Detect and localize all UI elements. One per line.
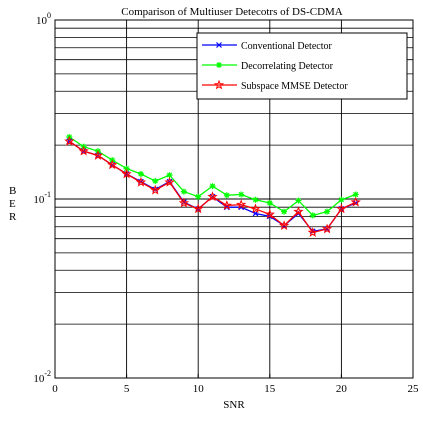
- y-axis-label-char: R: [9, 211, 17, 223]
- data-point: [352, 191, 359, 198]
- series-line: [68, 140, 356, 234]
- legend-label: Subspace MMSE Detector: [241, 81, 348, 92]
- data-point: [221, 200, 232, 210]
- x-tick-label: 5: [124, 383, 130, 395]
- data-point: [281, 208, 288, 215]
- legend-marker: [213, 79, 225, 90]
- data-point: [307, 227, 318, 237]
- series-subspace-mmse-detector: [64, 135, 361, 237]
- data-point: [266, 199, 273, 206]
- data-point: [238, 191, 245, 198]
- data-point: [336, 203, 347, 214]
- data-point: [252, 196, 259, 203]
- legend-box: [196, 32, 408, 100]
- y-tick-label: 10-1: [33, 190, 51, 206]
- data-point: [293, 206, 304, 217]
- data-point: [278, 220, 290, 230]
- series-layer: [64, 134, 361, 237]
- data-point: [92, 150, 104, 160]
- data-point: [236, 199, 247, 210]
- data-point: [166, 172, 173, 179]
- legend[interactable]: Conventional Detector Decorrelating Detec…: [196, 32, 408, 100]
- legend-label: Decorrelating Detector: [241, 61, 334, 72]
- legend-marker: [216, 62, 222, 68]
- data-point: [250, 203, 261, 214]
- data-point: [193, 203, 204, 214]
- data-point: [152, 178, 159, 185]
- data-point: [207, 191, 218, 202]
- data-point: [180, 188, 187, 195]
- data-point: [123, 165, 130, 172]
- x-tick-label: 0: [52, 383, 58, 395]
- data-point: [150, 184, 161, 195]
- y-axis-label-char: E: [9, 198, 16, 210]
- legend-label: Conventional Detector: [241, 41, 332, 52]
- y-axis-label-char: B: [9, 185, 16, 197]
- data-point: [264, 209, 275, 219]
- x-tick-label: 25: [408, 383, 420, 395]
- y-axis-label: BER: [9, 185, 17, 223]
- data-point: [321, 223, 333, 234]
- x-tick-label: 10: [193, 383, 205, 395]
- data-point: [107, 159, 118, 170]
- axis-ticks: 0 5 10 15 20 25 100 10-1 10-2: [33, 11, 419, 395]
- x-tick-label: 15: [264, 383, 276, 395]
- data-point: [178, 197, 190, 208]
- legend-item[interactable]: Subspace MMSE Detector: [202, 79, 348, 92]
- data-point: [223, 192, 230, 199]
- data-point: [350, 196, 361, 207]
- data-point: [135, 176, 147, 187]
- chart-title: Comparison of Multiuser Detecotrs of DS-…: [121, 6, 343, 18]
- data-point: [295, 197, 302, 204]
- y-tick-label: 10-2: [33, 369, 51, 385]
- legend-marker: [216, 42, 222, 48]
- data-point: [309, 212, 316, 219]
- legend-item[interactable]: Decorrelating Detector: [202, 61, 334, 72]
- legend-item[interactable]: Conventional Detector: [202, 41, 332, 52]
- data-point: [121, 168, 132, 179]
- x-axis-label: SNR: [223, 399, 245, 411]
- y-tick-label: 100: [36, 11, 51, 27]
- data-point: [64, 135, 75, 146]
- data-point: [137, 170, 144, 177]
- data-point: [78, 145, 89, 156]
- data-point: [209, 183, 216, 190]
- data-point: [338, 196, 345, 203]
- data-point: [324, 208, 331, 215]
- data-point: [164, 176, 175, 187]
- x-tick-label: 20: [336, 383, 348, 395]
- data-point: [195, 193, 202, 200]
